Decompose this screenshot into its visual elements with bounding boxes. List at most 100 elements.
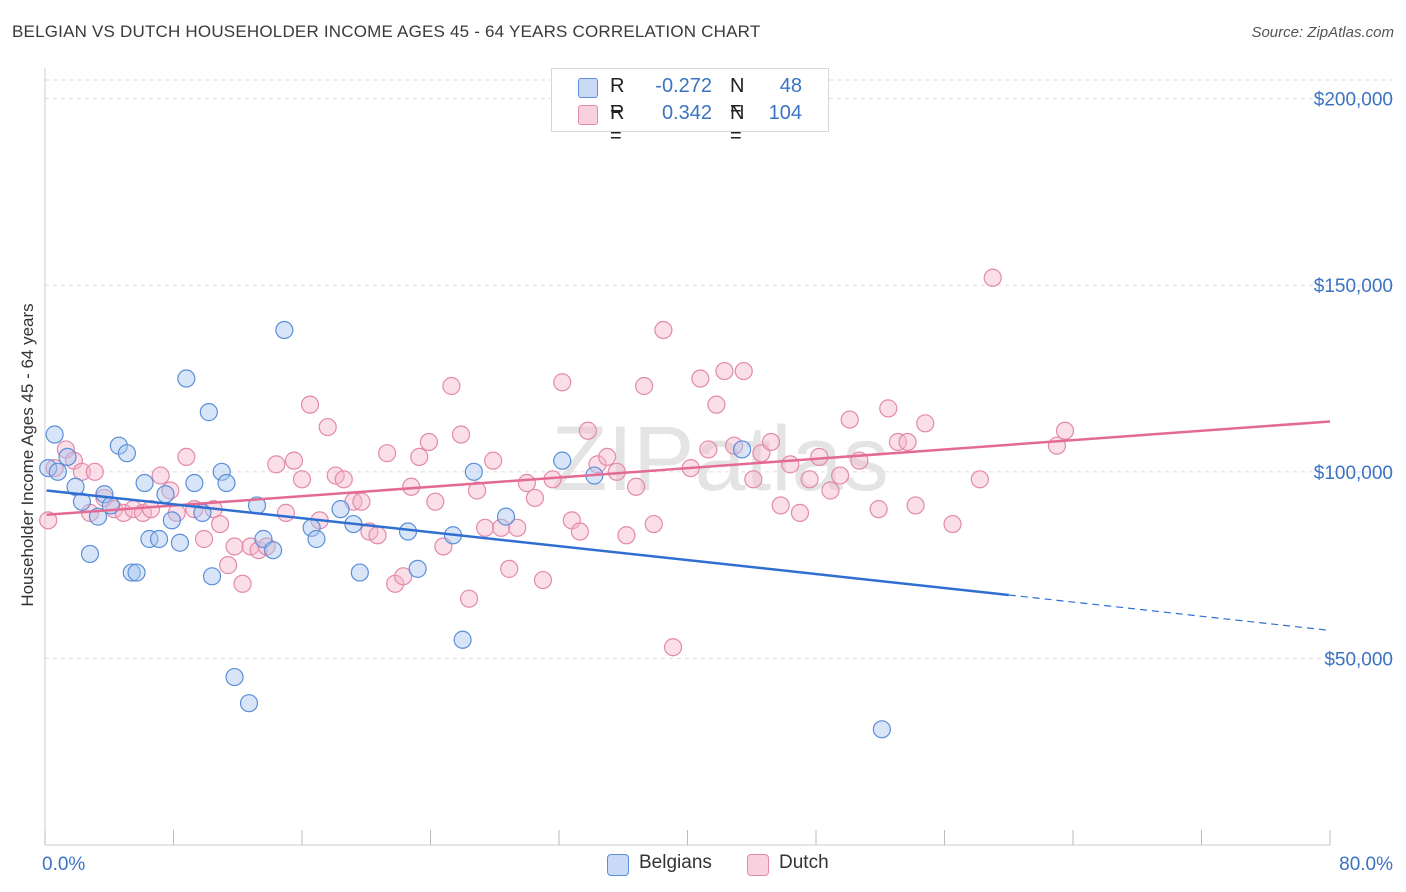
belgian-point: [170, 533, 190, 552]
y-tick-label: $50,000: [1324, 649, 1393, 670]
belgian-point: [263, 541, 283, 560]
dutch-swatch: [578, 105, 598, 125]
y-tick-labels: $50,000 $100,000 $150,000 $200,000: [1314, 90, 1393, 671]
belgian-point: [185, 473, 204, 493]
belgian-point: [217, 473, 236, 493]
dutch-point: [500, 559, 519, 578]
dutch-trend-line: [46, 420, 1331, 516]
legend-n-value: 104: [768, 102, 802, 124]
dutch-point: [476, 518, 495, 537]
dutch-point: [644, 514, 663, 534]
belgian-point: [408, 559, 427, 578]
belgian-point: [307, 529, 326, 549]
belgian-points: [39, 320, 891, 739]
legend-n-label: N =: [730, 75, 745, 120]
dutch-point: [830, 466, 850, 485]
trend-lines: [46, 420, 1331, 632]
x-tick-label: 80.0%: [1339, 854, 1393, 875]
dutch-point: [410, 447, 429, 467]
legend-n-label: N =: [730, 102, 745, 147]
dutch-point: [426, 492, 445, 511]
dutch-point: [267, 455, 286, 474]
belgian-point: [58, 447, 77, 467]
belgians-legend-swatch: [607, 854, 629, 876]
dutch-point: [635, 376, 654, 396]
dutch-point: [442, 376, 461, 396]
dutch-point: [467, 481, 487, 500]
dutch-point: [840, 410, 859, 429]
dutch-point: [334, 470, 353, 489]
belgian-point: [48, 462, 67, 481]
dutch-point: [771, 496, 790, 515]
belgians-swatch: [578, 78, 598, 98]
dutch-point: [654, 320, 673, 340]
dutch-point: [1055, 421, 1075, 440]
dutch-point: [210, 514, 230, 534]
belgian-point: [225, 667, 244, 687]
belgian-point: [140, 529, 159, 549]
dutch-point: [869, 500, 888, 519]
dutch-point: [781, 455, 800, 474]
dutch-point: [617, 526, 636, 545]
belgian-point: [156, 485, 175, 504]
dutch-point: [578, 421, 598, 440]
dutch-point: [525, 488, 545, 508]
belgian-point: [733, 440, 752, 459]
dutch-legend-swatch: [747, 854, 769, 876]
dutch-point: [451, 425, 471, 444]
dutch-point: [378, 444, 397, 463]
dutch-point: [943, 514, 962, 534]
belgian-point: [212, 462, 231, 481]
belgian-point: [350, 563, 369, 582]
axes: [44, 68, 1331, 846]
dutch-point: [300, 395, 320, 414]
watermark: ZIPatlas: [551, 408, 888, 510]
dutch-point: [715, 361, 734, 381]
x-tick-labels: 0.0% 80.0%: [42, 854, 1393, 875]
y-tick-label: $150,000: [1314, 276, 1393, 297]
belgian-point: [202, 567, 222, 586]
dutch-point: [970, 470, 989, 489]
dutch-point: [553, 373, 572, 392]
dutch-point: [492, 518, 511, 537]
belgian-point: [162, 511, 181, 530]
dutch-point: [318, 417, 337, 437]
dutch-point: [368, 526, 387, 545]
dutch-point: [598, 447, 617, 467]
dutch-point: [484, 451, 503, 470]
belgian-point: [122, 563, 141, 582]
dutch-point: [691, 369, 710, 388]
dutch-point: [898, 432, 917, 452]
belgian-point: [135, 473, 154, 493]
dutch-point: [276, 503, 296, 522]
belgian-trend-extension: [1008, 594, 1331, 632]
dutch-point: [177, 447, 196, 467]
dutch-point: [85, 462, 104, 481]
legend-n-value: 48: [779, 75, 802, 97]
dutch-point: [626, 477, 646, 496]
y-tick-label: $200,000: [1314, 90, 1393, 111]
dutch-point: [588, 455, 607, 474]
y-axis-label: Householder Income Ages 45 - 64 years: [18, 303, 37, 606]
belgian-point: [149, 529, 169, 549]
dutch-point: [983, 268, 1002, 287]
dutch-point: [888, 432, 908, 452]
dutch-point: [761, 432, 781, 452]
belgian-point: [275, 320, 294, 340]
dutch-point: [39, 511, 58, 530]
dutch-point: [459, 589, 479, 608]
dutch-point: [151, 466, 170, 485]
dutch-point: [821, 481, 840, 500]
dutch-point: [570, 522, 589, 541]
belgian-trend-line: [46, 489, 1009, 597]
belgian-point: [45, 425, 64, 444]
belgian-point: [177, 369, 196, 388]
dutch-point: [707, 395, 726, 414]
dutch-point: [533, 570, 553, 590]
belgian-point: [127, 563, 146, 582]
belgian-point: [331, 500, 350, 519]
dutch-point: [352, 492, 371, 511]
dutch-point: [663, 638, 683, 657]
belgian-point: [117, 444, 137, 463]
dutch-point: [194, 529, 214, 549]
